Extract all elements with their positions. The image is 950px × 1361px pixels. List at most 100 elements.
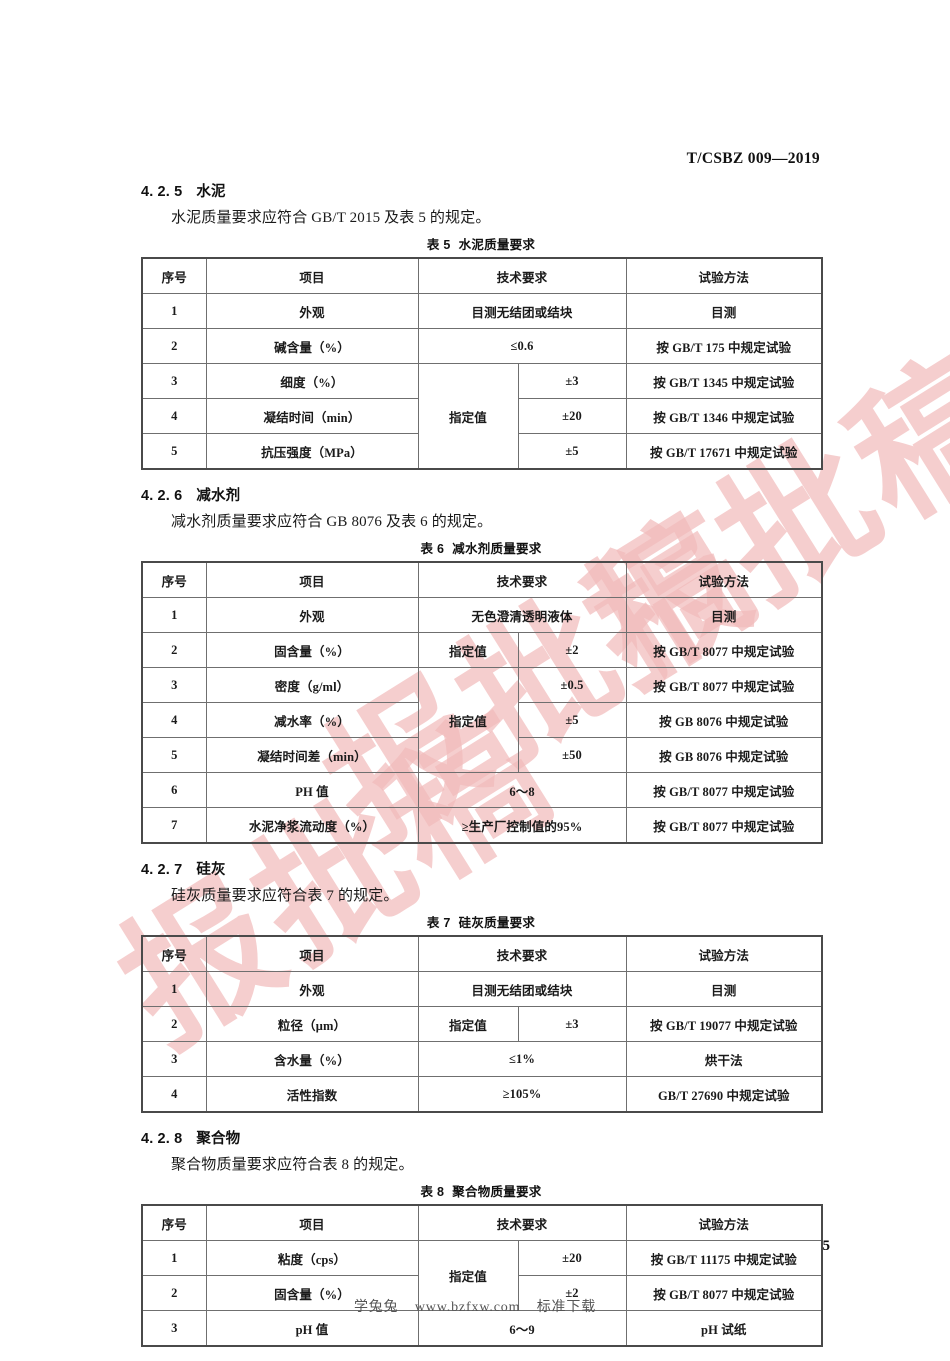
table-caption-title: 硅灰质量要求 (458, 916, 536, 930)
section-number: 4. 2. 8 (141, 1131, 183, 1147)
cell-item: 活性指数 (205, 1076, 419, 1112)
col-header-method: 试验方法 (625, 258, 823, 294)
cell-tolerance: ±20 (517, 1240, 627, 1276)
cell-requirement: 无色澄清透明液体 (417, 597, 627, 633)
cell-no: 1 (142, 293, 207, 329)
cell-item: 密度（g/ml） (205, 667, 419, 703)
cell-item: 外观 (205, 597, 419, 633)
section-number: 4. 2. 6 (141, 488, 183, 504)
col-header-no: 序号 (142, 562, 207, 598)
cell-requirement: ≥生产厂控制值的95% (417, 807, 627, 843)
table-6-water-reducer-quality: 序号 项目 技术要求 试验方法 1 外观 无色澄清透明液体 目测 2 (141, 561, 824, 844)
section-heading: 4. 2. 7 硅灰 (141, 858, 821, 879)
site-footer: 学兔兔 www.bzfxw.com 标准下载 (0, 1296, 950, 1316)
section-title: 水泥 (196, 184, 226, 200)
table-caption-number: 表 8 (420, 1185, 445, 1199)
cell-item: 外观 (205, 971, 419, 1007)
table-header-row: 序号 项目 技术要求 试验方法 (142, 258, 823, 294)
cell-method: pH 试纸 (625, 1310, 823, 1346)
cell-tolerance: ±2 (517, 632, 627, 668)
cell-requirement: 目测无结团或结块 (417, 971, 627, 1007)
cell-method: 目测 (625, 293, 823, 329)
cell-item: 粒径（μm） (205, 1006, 419, 1042)
table-row: 6 PH 值 6～8 按 GB/T 8077 中规定试验 (142, 772, 823, 808)
col-header-item: 项目 (205, 1205, 419, 1241)
cell-no: 2 (142, 328, 207, 364)
cell-no: 2 (142, 1275, 207, 1311)
table-caption-title: 减水剂质量要求 (452, 542, 542, 556)
cell-no: 1 (142, 597, 207, 633)
cell-specified-value: 指定值 (417, 667, 519, 773)
col-header-no: 序号 (142, 936, 207, 972)
table-row: 4 活性指数 ≥105% GB/T 27690 中规定试验 (142, 1076, 823, 1112)
cell-method: 按 GB 8076 中规定试验 (625, 737, 823, 773)
col-header-method: 试验方法 (625, 562, 823, 598)
section-title: 减水剂 (196, 488, 241, 504)
cell-requirement: 6～9 (417, 1310, 627, 1346)
table-5-cement-quality: 序号 项目 技术要求 试验方法 1 外观 目测无结团或结块 目测 2 (141, 257, 824, 470)
cell-method: 目测 (625, 971, 823, 1007)
section-4-2-5: 4. 2. 5 水泥 水泥质量要求应符合 GB/T 2015 及表 5 的规定。 … (141, 180, 824, 470)
cell-specified-value: 指定值 (417, 363, 519, 470)
cell-no: 1 (142, 1240, 207, 1276)
footer-site-name: 学兔兔 (353, 1300, 399, 1315)
cell-no: 4 (142, 1076, 207, 1112)
section-heading: 4. 2. 8 聚合物 (141, 1127, 821, 1148)
section-number: 4. 2. 5 (141, 184, 183, 200)
table-row: 3 密度（g/ml） 指定值 ±0.5 按 GB/T 8077 中规定试验 (142, 667, 823, 773)
cell-no: 3 (142, 363, 207, 399)
table-row: 2 固含量（%） 指定值 ±2 按 GB/T 8077 中规定试验 (142, 632, 823, 668)
cell-item: 水泥净浆流动度（%） (205, 807, 419, 843)
cell-requirement: ≤1% (417, 1041, 627, 1077)
cell-item: 减水率（%） (205, 702, 419, 738)
cell-method: 烘干法 (625, 1041, 823, 1077)
table-row: 5 抗压强度（MPa） ±5 按 GB/T 17671 中规定试验 (142, 433, 823, 469)
table-row: 1 粘度（cps） 指定值 ±20 按 GB/T 11175 中规定试验 (142, 1240, 823, 1311)
section-body-text: 聚合物质量要求应符合表 8 的规定。 (171, 1157, 414, 1173)
cell-requirement: ≥105% (417, 1076, 627, 1112)
cell-item: 碱含量（%） (205, 328, 419, 364)
cell-item: 含水量（%） (205, 1041, 419, 1077)
table-caption-number: 表 6 (420, 542, 445, 556)
section-4-2-6: 4. 2. 6 减水剂 减水剂质量要求应符合 GB 8076 及表 6 的规定。 … (141, 484, 824, 844)
cell-method: GB/T 27690 中规定试验 (625, 1076, 823, 1112)
cell-item: 固含量（%） (205, 1275, 419, 1311)
table-7-silica-fume-quality: 序号 项目 技术要求 试验方法 1 外观 目测无结团或结块 目测 2 (141, 935, 824, 1113)
cell-item: 外观 (205, 293, 419, 329)
section-title: 硅灰 (196, 862, 226, 878)
cell-requirement: ≤0.6 (417, 328, 627, 364)
col-header-item: 项目 (205, 562, 419, 598)
table-caption-title: 水泥质量要求 (458, 238, 536, 252)
col-header-no: 序号 (142, 1205, 207, 1241)
cell-item: 凝结时间差（min） (205, 737, 419, 773)
cell-item: 抗压强度（MPa） (205, 433, 419, 469)
footer-site-action: 标准下载 (536, 1300, 597, 1315)
page-number: 5 (822, 1238, 831, 1254)
cell-item: 粘度（cps） (205, 1240, 419, 1276)
table-row: 7 水泥净浆流动度（%） ≥生产厂控制值的95% 按 GB/T 8077 中规定… (142, 807, 823, 843)
cell-tolerance: ±20 (517, 398, 627, 434)
col-header-no: 序号 (142, 258, 207, 294)
section-body-text: 减水剂质量要求应符合 GB 8076 及表 6 的规定。 (171, 514, 493, 530)
cell-method: 按 GB/T 11175 中规定试验 (625, 1240, 823, 1276)
cell-item: 细度（%） (205, 363, 419, 399)
table-caption: 表 8 聚合物质量要求 (141, 1181, 821, 1200)
cell-tolerance: ±2 (517, 1275, 627, 1311)
col-header-item: 项目 (205, 258, 419, 294)
section-4-2-8: 4. 2. 8 聚合物 聚合物质量要求应符合表 8 的规定。 表 8 聚合物质量要求… (141, 1127, 824, 1347)
table-row: 2 固含量（%） ±2 按 GB/T 8077 中规定试验 (142, 1275, 823, 1311)
col-header-item: 项目 (205, 936, 419, 972)
table-row: 1 外观 目测无结团或结块 目测 (142, 971, 823, 1007)
cell-method: 目测 (625, 597, 823, 633)
cell-no: 5 (142, 737, 207, 773)
col-header-requirement: 技术要求 (417, 1205, 627, 1241)
cell-requirement: 目测无结团或结块 (417, 293, 627, 329)
table-caption: 表 5 水泥质量要求 (141, 234, 821, 253)
table-row: 5 凝结时间差（min） ±50 按 GB 8076 中规定试验 (142, 737, 823, 773)
cell-no: 6 (142, 772, 207, 808)
table-caption: 表 7 硅灰质量要求 (141, 912, 821, 931)
col-header-requirement: 技术要求 (417, 936, 627, 972)
col-header-requirement: 技术要求 (417, 562, 627, 598)
col-header-method: 试验方法 (625, 936, 823, 972)
standard-code-header: T/CSBZ 009—2019 (686, 150, 820, 167)
